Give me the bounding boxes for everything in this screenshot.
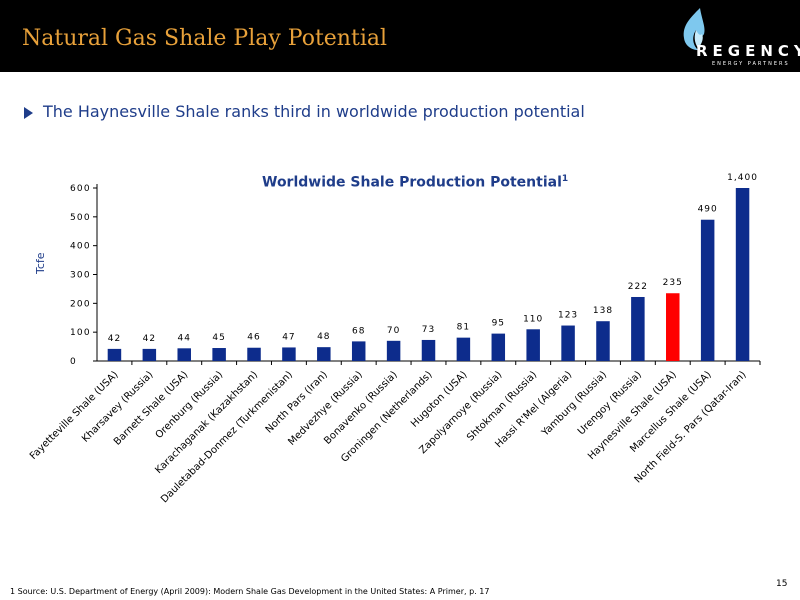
bar [491, 333, 506, 361]
bar [317, 347, 331, 361]
data-label: 1,400 [727, 173, 758, 183]
data-label: 42 [108, 334, 121, 344]
y-tick-label: 0 [70, 357, 77, 367]
bar [107, 348, 122, 361]
bar [526, 329, 540, 361]
data-label: 44 [178, 333, 191, 343]
bar [351, 341, 366, 361]
bar [142, 348, 157, 361]
bar [596, 321, 610, 361]
data-label: 73 [422, 325, 435, 335]
bullet-triangle-icon [24, 107, 33, 119]
header-bar [0, 0, 800, 72]
y-tick-label: 300 [70, 271, 91, 281]
data-label: 42 [143, 334, 156, 344]
flame-icon [683, 8, 705, 50]
bar [212, 348, 226, 361]
regency-logo [683, 8, 705, 50]
category-label: Yamburg (Russia) [539, 369, 609, 439]
data-label: 45 [212, 333, 225, 343]
y-tick-label: 200 [70, 299, 91, 309]
category-label: Orenburg (Russia) [154, 369, 226, 441]
bar [421, 339, 436, 361]
footnote: 1 Source: U.S. Department of Energy (Apr… [10, 587, 490, 596]
logo-subtitle: ENERGY PARTNERS [712, 61, 790, 67]
data-label: 110 [523, 314, 543, 324]
bar [700, 219, 715, 361]
bar [456, 337, 471, 361]
data-label: 123 [558, 311, 578, 321]
bar [631, 296, 645, 361]
bar [666, 293, 680, 361]
chart-title: Worldwide Shale Production Potential1 [262, 174, 569, 191]
data-label: 70 [387, 326, 400, 336]
bar [561, 325, 575, 361]
data-label: 68 [352, 326, 365, 336]
y-tick-label: 100 [70, 328, 91, 338]
data-label: 138 [593, 306, 613, 316]
logo-name: REGENCY [696, 42, 800, 60]
y-tick-label: 600 [70, 184, 91, 194]
bullet-text: The Haynesville Shale ranks third in wor… [43, 102, 585, 121]
y-tick-label: 400 [70, 242, 91, 252]
y-tick-label: 500 [70, 213, 91, 223]
bar [386, 340, 401, 361]
data-label: 222 [628, 282, 648, 292]
category-label: Urengoy (Russia) [576, 369, 644, 437]
page-title: Natural Gas Shale Play Potential [22, 26, 388, 51]
category-label: North Pars (Iran) [264, 369, 330, 435]
data-label: 235 [663, 278, 683, 288]
bar [735, 188, 750, 361]
data-label: 48 [317, 332, 330, 342]
data-label: 81 [457, 323, 470, 333]
data-label: 46 [247, 333, 260, 343]
page-number: 15 [776, 579, 788, 589]
data-label: 490 [698, 205, 718, 215]
bar [247, 347, 261, 361]
bar [282, 347, 296, 361]
data-label: 47 [282, 332, 295, 342]
category-label: Dauletabad-Donmez (Turkmenistan) [159, 369, 295, 505]
bar [177, 348, 191, 361]
data-label: 95 [492, 319, 505, 329]
